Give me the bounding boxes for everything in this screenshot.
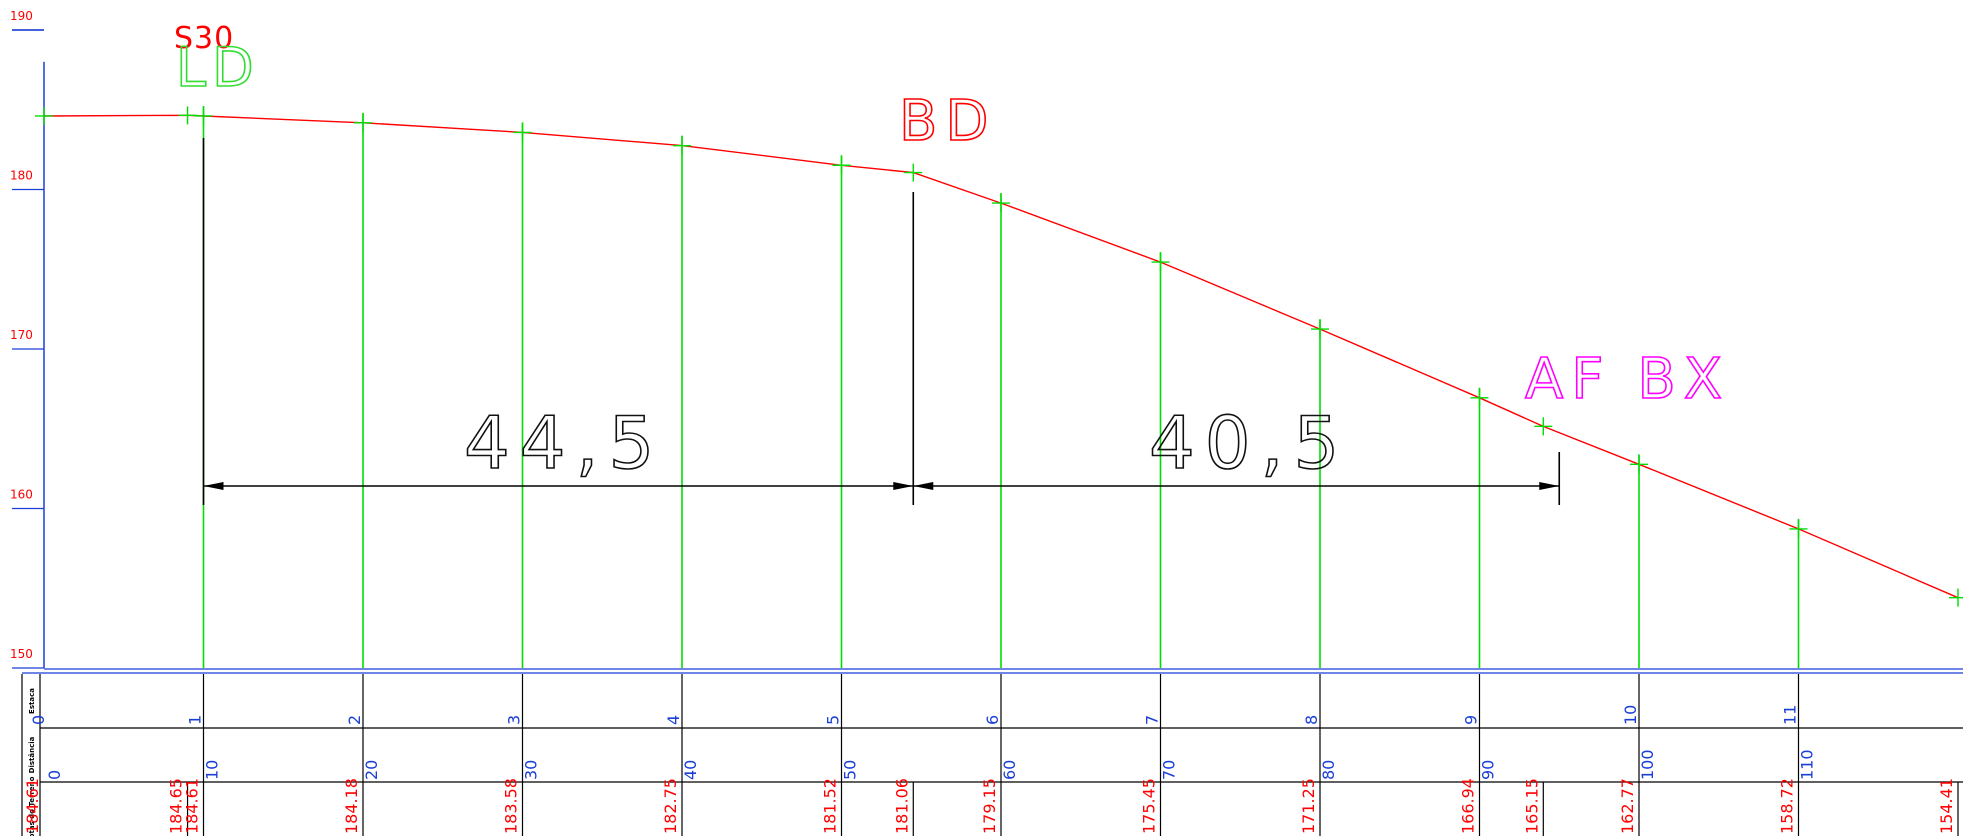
profile-point-marker <box>1151 253 1170 272</box>
elevation-label: 171.25 <box>1299 778 1318 834</box>
elevation-label: 184.61 <box>23 778 42 834</box>
profile-point-marker <box>1470 388 1489 407</box>
dim-arrow-mid-out <box>913 482 934 490</box>
table-row-label: Distância <box>28 736 36 773</box>
profile-point-marker <box>673 136 691 155</box>
annotations: S30 LD BD AF BX 44,5 40,5 <box>174 21 1730 486</box>
profile-point-marker <box>35 106 53 125</box>
distance-label: 30 <box>522 760 541 780</box>
estaca-label: 5 <box>824 715 843 725</box>
dimension-right-label: 40,5 <box>1149 401 1349 485</box>
distance-label: 90 <box>1479 760 1498 780</box>
distance-label: 20 <box>362 760 381 780</box>
profile-point-marker <box>194 106 213 125</box>
elevation-label: 184.65 <box>167 778 186 834</box>
estaca-label: 8 <box>1302 715 1321 725</box>
profile-point-marker <box>992 194 1010 213</box>
elevation-label: 175.45 <box>1140 778 1159 834</box>
estaca-label: 11 <box>1781 705 1800 725</box>
profile-point-marker <box>1311 320 1329 339</box>
dimension-lines <box>202 138 1561 505</box>
profile-point-marker <box>513 123 532 142</box>
profile-point-marker <box>1630 455 1648 474</box>
profile-point-marker <box>354 113 372 132</box>
estaca-label: 0 <box>29 715 48 725</box>
elevation-label: 158.72 <box>1778 778 1797 834</box>
estaca-label: 10 <box>1621 705 1640 725</box>
table-row-label: Estaca <box>28 688 36 714</box>
y-axis: 190 180 170 160 150 <box>10 9 1963 674</box>
estaca-label: 7 <box>1143 715 1162 725</box>
distance-label: 0 <box>45 770 64 780</box>
profile-point-marker <box>1534 417 1553 436</box>
estaca-label: 9 <box>1462 715 1481 725</box>
elevation-label: 166.94 <box>1459 778 1478 834</box>
ground-line <box>43 114 1959 599</box>
dim-arrow-mid-in <box>893 482 914 490</box>
y-tick-label-170: 170 <box>10 328 33 342</box>
y-tick-label-180: 180 <box>10 169 33 183</box>
y-tick-label-160: 160 <box>10 488 33 502</box>
estaca-label: 4 <box>664 715 683 725</box>
elevation-label: 182.75 <box>661 778 680 834</box>
distance-label: 70 <box>1160 760 1179 780</box>
af-bx-label: AF BX <box>1525 347 1730 412</box>
elevation-label: 165.15 <box>1522 778 1541 834</box>
profile-point-marker <box>1789 519 1808 538</box>
distance-label: 60 <box>1000 760 1019 780</box>
elevation-label: 154.41 <box>1937 778 1956 834</box>
elevation-label: 181.06 <box>892 778 911 834</box>
dimension-left-label: 44,5 <box>464 401 664 485</box>
ld-label: LD <box>176 36 260 99</box>
profile-point-marker <box>832 156 851 175</box>
distance-label: 110 <box>1798 749 1817 780</box>
elevation-label: 184.61 <box>183 778 202 834</box>
profile-point-marker <box>904 163 923 182</box>
y-tick-label-190: 190 <box>10 9 33 23</box>
estaca-label: 2 <box>345 715 364 725</box>
table-row-label: Cotas do Terreno <box>28 776 36 836</box>
estaca-label: 1 <box>186 715 205 725</box>
bd-label: BD <box>899 89 997 154</box>
profile-point-marker <box>178 106 197 125</box>
elevation-label: 162.77 <box>1618 778 1637 834</box>
elevation-label: 181.52 <box>821 778 840 834</box>
dim-arrow-left <box>203 482 224 490</box>
dim-arrow-right <box>1539 482 1560 490</box>
ground-profile <box>35 106 1963 607</box>
estaca-label: 3 <box>505 715 524 725</box>
station-lines <box>202 105 1800 668</box>
distance-label: 80 <box>1319 760 1338 780</box>
y-tick-label-150: 150 <box>10 647 33 661</box>
estaca-label: 6 <box>983 715 1002 725</box>
elevation-label: 179.15 <box>980 778 999 834</box>
distance-label: 10 <box>203 760 222 780</box>
elevation-label: 184.18 <box>342 778 361 834</box>
distance-label: 50 <box>841 760 860 780</box>
profile-point-marker <box>1949 588 1963 607</box>
distance-label: 40 <box>681 760 700 780</box>
elevation-label: 183.58 <box>502 778 521 834</box>
distance-label: 100 <box>1638 749 1657 780</box>
s30-label: S30 <box>174 21 234 56</box>
